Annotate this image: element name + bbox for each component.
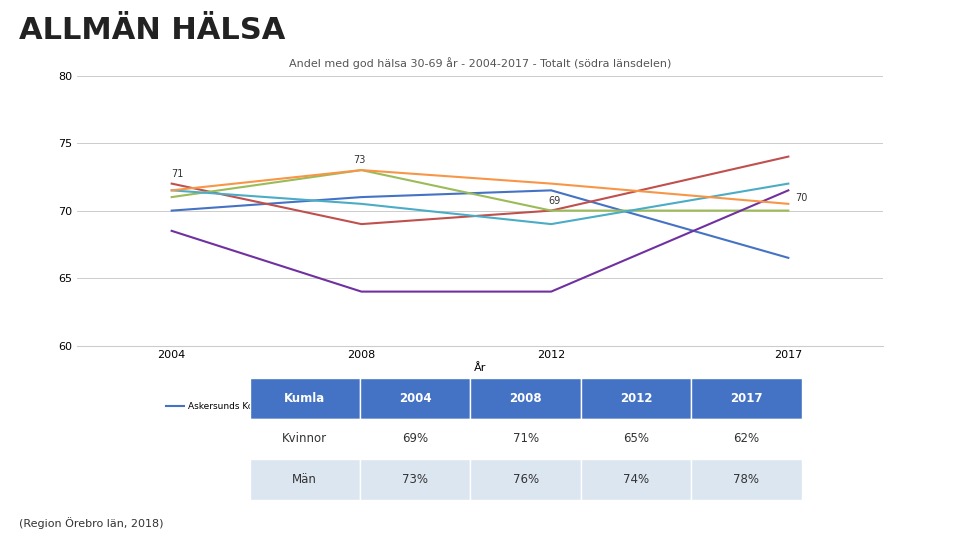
X-axis label: År: År <box>474 363 486 373</box>
Text: Män: Män <box>293 472 317 486</box>
Text: Kvinnor: Kvinnor <box>282 432 327 445</box>
Text: 78%: 78% <box>733 472 759 486</box>
Text: 2004: 2004 <box>399 392 431 405</box>
Text: 69%: 69% <box>402 432 428 445</box>
Text: 2008: 2008 <box>510 392 541 405</box>
Legend: Askersunds Kommun, Hallsbergs Kommun, Kumla Kommun, Laxå Kommun, Lekebergs Kommu: Askersunds Kommun, Hallsbergs Kommun, Ku… <box>162 399 798 415</box>
Text: 2017: 2017 <box>731 392 762 405</box>
Text: 73%: 73% <box>402 472 428 486</box>
Text: 69: 69 <box>548 195 561 206</box>
Text: (Region Örebro län, 2018): (Region Örebro län, 2018) <box>19 517 164 529</box>
Text: 74%: 74% <box>623 472 649 486</box>
Text: 71%: 71% <box>513 432 539 445</box>
Text: 65%: 65% <box>623 432 649 445</box>
Text: Kumla: Kumla <box>284 392 325 405</box>
Text: 73: 73 <box>353 155 366 165</box>
Title: Andel med god hälsa 30-69 år - 2004-2017 - Totalt (södra länsdelen): Andel med god hälsa 30-69 år - 2004-2017… <box>289 57 671 69</box>
Text: ALLMÄN HÄLSA: ALLMÄN HÄLSA <box>19 16 285 45</box>
Text: 62%: 62% <box>733 432 759 445</box>
Text: 71: 71 <box>172 168 184 179</box>
Text: 76%: 76% <box>513 472 539 486</box>
Text: 2012: 2012 <box>620 392 652 405</box>
Text: 70: 70 <box>795 193 807 203</box>
